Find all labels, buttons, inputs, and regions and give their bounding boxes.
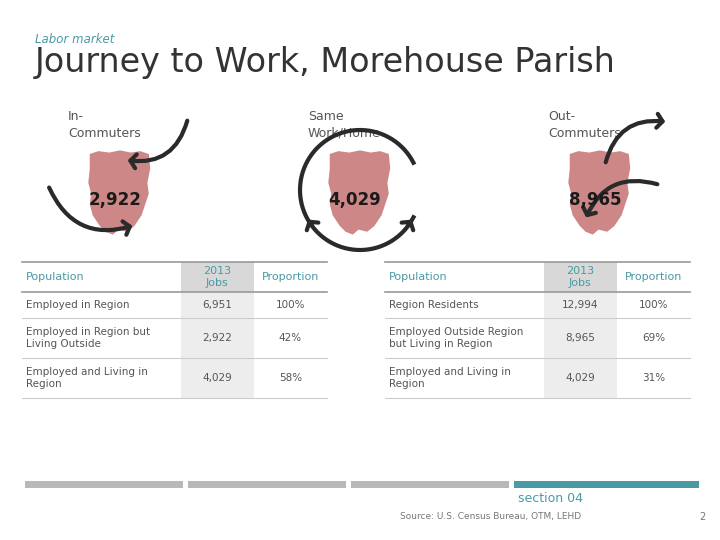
FancyBboxPatch shape: [181, 292, 254, 318]
Text: In-
Commuters: In- Commuters: [68, 110, 140, 140]
Text: Proportion: Proportion: [261, 272, 319, 282]
Text: Labor market: Labor market: [35, 33, 114, 46]
Text: 58%: 58%: [279, 373, 302, 383]
Text: Employed and Living in
Region: Employed and Living in Region: [26, 367, 148, 389]
Text: 2,922: 2,922: [202, 333, 232, 343]
Text: 8,965: 8,965: [565, 333, 595, 343]
FancyBboxPatch shape: [544, 292, 617, 318]
Text: 4,029: 4,029: [202, 373, 232, 383]
FancyBboxPatch shape: [181, 262, 254, 292]
Text: 2013
Jobs: 2013 Jobs: [566, 266, 594, 288]
Text: Region Residents: Region Residents: [389, 300, 479, 310]
Text: Population: Population: [389, 272, 448, 282]
Polygon shape: [89, 151, 150, 235]
FancyBboxPatch shape: [181, 358, 254, 398]
Text: Same
Work/Home: Same Work/Home: [308, 110, 381, 140]
Text: 6,951: 6,951: [202, 300, 232, 310]
FancyBboxPatch shape: [514, 481, 699, 488]
Text: 42%: 42%: [279, 333, 302, 343]
Text: Employed in Region but
Living Outside: Employed in Region but Living Outside: [26, 327, 150, 349]
FancyBboxPatch shape: [188, 481, 346, 488]
Text: Journey to Work, Morehouse Parish: Journey to Work, Morehouse Parish: [35, 46, 616, 79]
Text: 4,029: 4,029: [328, 191, 382, 209]
Text: 31%: 31%: [642, 373, 665, 383]
Text: 4,029: 4,029: [565, 373, 595, 383]
Text: 69%: 69%: [642, 333, 665, 343]
Text: 8,965: 8,965: [569, 191, 621, 209]
FancyBboxPatch shape: [25, 481, 183, 488]
FancyBboxPatch shape: [544, 318, 617, 358]
Text: Population: Population: [26, 272, 85, 282]
Text: Proportion: Proportion: [625, 272, 682, 282]
Text: Employed in Region: Employed in Region: [26, 300, 130, 310]
Text: 2,922: 2,922: [89, 191, 141, 209]
FancyBboxPatch shape: [544, 262, 617, 292]
Text: 100%: 100%: [639, 300, 668, 310]
Text: Source: U.S. Census Bureau, OTM, LEHD: Source: U.S. Census Bureau, OTM, LEHD: [400, 512, 581, 521]
Text: Employed and Living in
Region: Employed and Living in Region: [389, 367, 511, 389]
Text: section 04: section 04: [518, 492, 583, 505]
Text: Out-
Commuters: Out- Commuters: [548, 110, 621, 140]
FancyBboxPatch shape: [351, 481, 509, 488]
FancyBboxPatch shape: [181, 318, 254, 358]
Text: 12,994: 12,994: [562, 300, 598, 310]
Polygon shape: [568, 151, 630, 235]
Text: 100%: 100%: [276, 300, 305, 310]
Text: 2013
Jobs: 2013 Jobs: [203, 266, 231, 288]
Text: 2: 2: [698, 512, 705, 522]
FancyBboxPatch shape: [544, 358, 617, 398]
Polygon shape: [328, 151, 390, 235]
Text: Employed Outside Region
but Living in Region: Employed Outside Region but Living in Re…: [389, 327, 523, 349]
